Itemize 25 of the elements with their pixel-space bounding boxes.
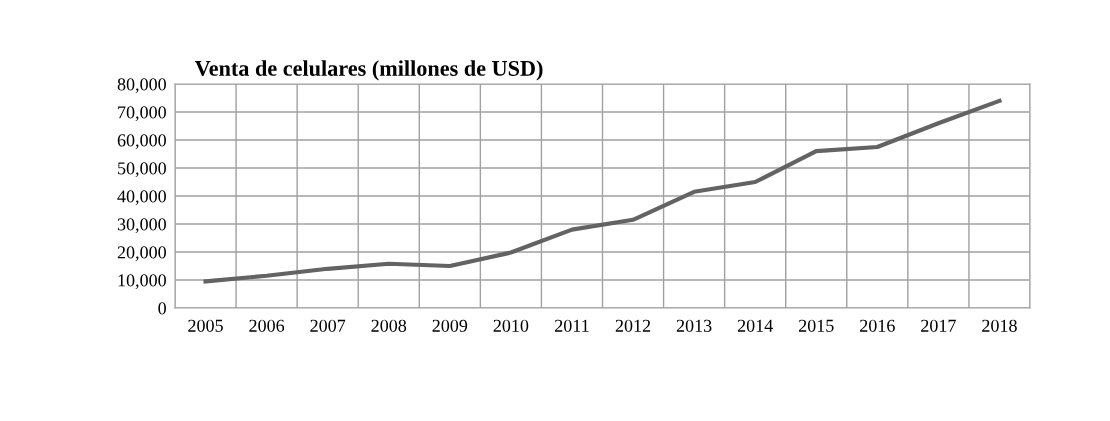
x-tick-label: 2018 <box>982 319 1017 332</box>
y-tick-label: 50,000 <box>118 162 166 178</box>
x-tick-label: 2012 <box>615 319 651 332</box>
y-tick-label: 30,000 <box>117 218 166 234</box>
x-tick-label: 2016 <box>860 319 895 332</box>
line-series <box>203 98 1002 284</box>
y-tick-label: 60,000 <box>117 134 166 150</box>
y-tick-label: 80,000 <box>117 78 166 94</box>
y-tick-label: 10,000 <box>118 274 166 290</box>
y-tick-label: 70,000 <box>118 106 166 122</box>
x-tick-label: 2013 <box>676 319 712 332</box>
x-tick-label: 2006 <box>249 319 285 332</box>
x-tick-label: 2007 <box>310 319 346 332</box>
y-tick-label: 20,000 <box>117 246 166 262</box>
x-tick-label: 2017 <box>921 319 956 332</box>
x-tick-label: 2010 <box>493 319 529 332</box>
x-tick-label: 2008 <box>371 319 407 332</box>
chart-title: Venta de celulares (millones de USD) <box>194 60 543 81</box>
x-tick-label: 2014 <box>737 319 773 332</box>
y-tick-label: 0 <box>158 302 166 315</box>
x-tick-label: 2015 <box>798 319 834 332</box>
x-tick-label: 2005 <box>188 319 223 332</box>
x-tick-label: 2011 <box>555 319 589 332</box>
x-tick-label: 2009 <box>432 319 468 332</box>
y-tick-label: 40,000 <box>117 190 166 206</box>
